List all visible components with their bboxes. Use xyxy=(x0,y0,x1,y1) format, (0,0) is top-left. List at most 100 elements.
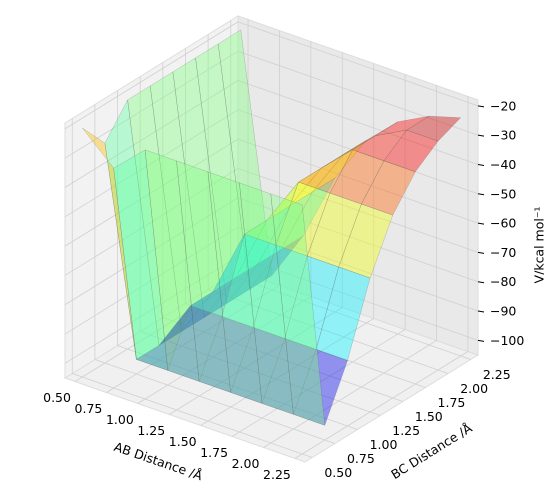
y-tick-label: 1.00 xyxy=(370,437,398,452)
z-tick xyxy=(477,251,485,254)
z-tick-label: −60 xyxy=(490,216,516,231)
surface-patch xyxy=(284,255,340,350)
surface-patch xyxy=(352,129,408,162)
z-tick xyxy=(477,134,485,137)
z-tick-label: −40 xyxy=(490,157,516,172)
grid-line xyxy=(237,226,479,312)
y-tick-label: 1.25 xyxy=(392,423,420,438)
surface-patch xyxy=(275,181,331,257)
grid-line xyxy=(117,345,358,430)
y-tick-label: 2.25 xyxy=(483,367,511,382)
surface-patch xyxy=(181,277,236,332)
surface-patch xyxy=(252,244,308,339)
surface-patch xyxy=(239,182,294,415)
grid-line xyxy=(231,329,406,437)
surface-patch xyxy=(280,177,336,251)
grid-line xyxy=(237,168,479,253)
grid-line xyxy=(237,21,479,107)
surface-patch xyxy=(207,171,263,404)
grid-line xyxy=(64,226,239,335)
grid-line xyxy=(106,285,280,393)
surface-patch xyxy=(361,160,416,216)
z-tick-label: −100 xyxy=(490,333,524,348)
grid-line xyxy=(64,80,239,188)
grid-line xyxy=(207,289,449,374)
surface-patch xyxy=(306,192,362,268)
surface-patch xyxy=(375,115,430,137)
back-pane xyxy=(237,15,479,356)
x-tick-label: 1.00 xyxy=(106,412,134,427)
z-tick xyxy=(477,281,485,284)
surface-patch xyxy=(297,149,354,194)
y-tick-label: 2.00 xyxy=(460,381,488,396)
grid-line xyxy=(64,50,239,159)
grid-line xyxy=(185,303,426,388)
z-tick xyxy=(477,163,485,166)
surface-patch xyxy=(167,305,223,382)
grid-line xyxy=(64,256,239,364)
grid-line xyxy=(74,274,249,382)
z-tick xyxy=(477,105,485,108)
surface-patch xyxy=(312,139,367,193)
surface-patch xyxy=(383,129,439,173)
y-tick-label: 0.50 xyxy=(324,465,352,480)
surface-patch xyxy=(257,191,314,265)
surface-patch xyxy=(315,266,371,361)
surface-patch xyxy=(158,291,214,346)
grid-line xyxy=(140,331,381,416)
surface-patch xyxy=(221,233,277,328)
surface-patch xyxy=(104,99,160,360)
grid-line xyxy=(137,296,312,404)
z-tick-label: −80 xyxy=(490,274,516,289)
z-tick-label: −90 xyxy=(490,304,516,319)
grid-line xyxy=(237,138,479,224)
grid-line xyxy=(64,138,239,247)
surface-patch xyxy=(261,338,317,415)
grid-line xyxy=(200,318,374,426)
surface-patch xyxy=(249,235,304,290)
grid-line xyxy=(237,50,479,136)
surface-patch xyxy=(235,205,291,279)
x-tick-label: 0.75 xyxy=(75,401,103,416)
x-tick-label: 1.75 xyxy=(200,445,228,460)
grid-line xyxy=(64,21,239,130)
grid-line xyxy=(263,340,437,448)
grid-line xyxy=(94,359,336,444)
surface-patch xyxy=(144,149,200,382)
surface-patch xyxy=(82,127,137,360)
grid-line xyxy=(237,80,479,165)
surface-patch xyxy=(343,121,399,155)
x-tick-label: 2.25 xyxy=(263,467,291,482)
surface-patch xyxy=(226,249,282,304)
y-tick-label: 0.75 xyxy=(347,451,375,466)
surface-patch xyxy=(243,181,299,246)
z-tick-label: −30 xyxy=(490,128,516,143)
grid-line xyxy=(237,197,479,283)
surface-patch xyxy=(149,71,205,332)
grid-line xyxy=(169,307,343,415)
surface-patch xyxy=(406,115,462,142)
surface-patch xyxy=(127,85,182,346)
grid-line xyxy=(72,373,313,458)
grid-line xyxy=(230,275,471,360)
z-tick-label: −50 xyxy=(490,186,516,201)
surface-patch xyxy=(135,305,191,371)
z-tick xyxy=(477,222,485,225)
surface-patch xyxy=(172,57,228,318)
surface-patch xyxy=(266,167,322,221)
grid-line xyxy=(64,109,239,218)
surface-patch xyxy=(204,263,259,318)
z-tick xyxy=(477,339,485,342)
grid-line xyxy=(237,109,479,195)
z-tick-label: −70 xyxy=(490,245,516,260)
surface-patch xyxy=(338,203,394,279)
surface-patch xyxy=(195,43,250,304)
z-axis-label: V/kcal mol⁻¹ xyxy=(532,207,544,284)
x-tick-label: 1.50 xyxy=(169,434,197,449)
surface-patch xyxy=(321,135,376,169)
x-tick-label: 2.00 xyxy=(232,456,260,471)
grid-line xyxy=(237,255,479,341)
surface-patch xyxy=(198,316,254,393)
grid-line xyxy=(294,351,469,459)
surface-patch xyxy=(230,327,286,404)
